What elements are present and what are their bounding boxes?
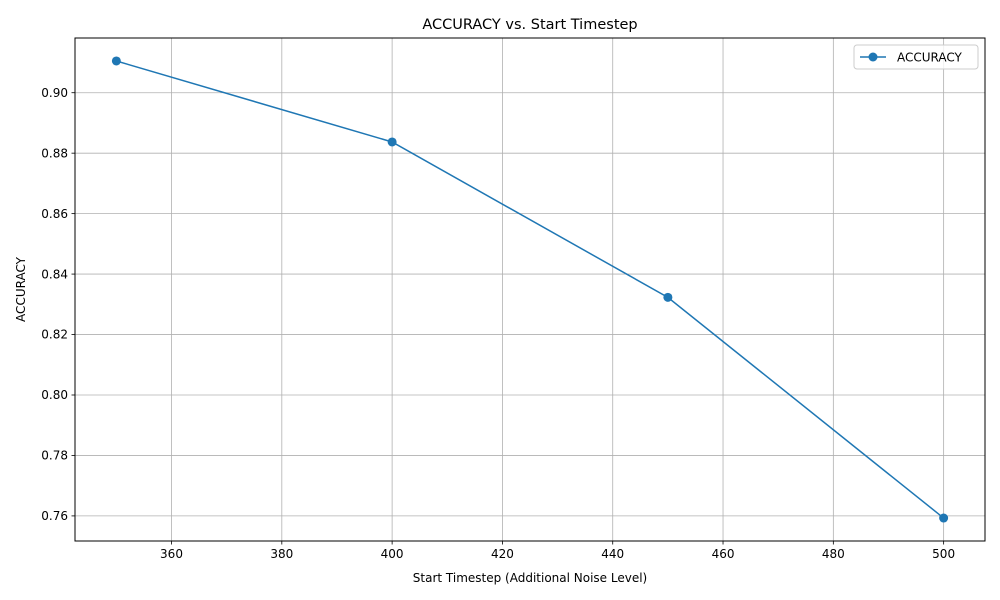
x-tick-label: 460 xyxy=(712,547,735,561)
data-point xyxy=(111,56,121,66)
y-axis-label: ACCURACY xyxy=(14,256,28,322)
x-tick-label: 360 xyxy=(160,547,183,561)
y-tick-label: 0.82 xyxy=(41,328,68,342)
y-tick-label: 0.76 xyxy=(41,509,68,523)
x-tick-label: 500 xyxy=(932,547,955,561)
data-point xyxy=(939,513,949,523)
data-point xyxy=(387,137,397,147)
grid-lines xyxy=(75,38,985,541)
legend-box xyxy=(853,44,979,70)
x-axis-label: Start Timestep (Additional Noise Level) xyxy=(413,571,647,585)
series-layer xyxy=(111,56,949,523)
x-tick-label: 400 xyxy=(381,547,404,561)
series-line xyxy=(116,60,945,519)
legend: ACCURACY xyxy=(853,44,979,70)
data-point xyxy=(663,292,673,302)
x-tick-label: 440 xyxy=(601,547,624,561)
x-tick-label: 480 xyxy=(822,547,845,561)
plot-frame xyxy=(74,37,986,542)
legend-label: ACCURACY xyxy=(897,50,963,64)
y-tick-label: 0.90 xyxy=(41,86,68,100)
y-tick-label: 0.78 xyxy=(41,449,68,463)
axis-ticks: 360 380 400 420 440 460 480 500 0.76 0.78 0.80 0.82… xyxy=(41,86,955,561)
y-tick-label: 0.84 xyxy=(41,267,68,281)
x-tick-label: 380 xyxy=(270,547,293,561)
y-tick-label: 0.88 xyxy=(41,146,68,160)
x-tick-label: 420 xyxy=(491,547,514,561)
legend-marker xyxy=(868,52,878,62)
chart-title: ACCURACY vs. Start Timestep xyxy=(422,17,637,33)
y-tick-label: 0.80 xyxy=(41,388,68,402)
y-tick-label: 0.86 xyxy=(41,207,68,221)
